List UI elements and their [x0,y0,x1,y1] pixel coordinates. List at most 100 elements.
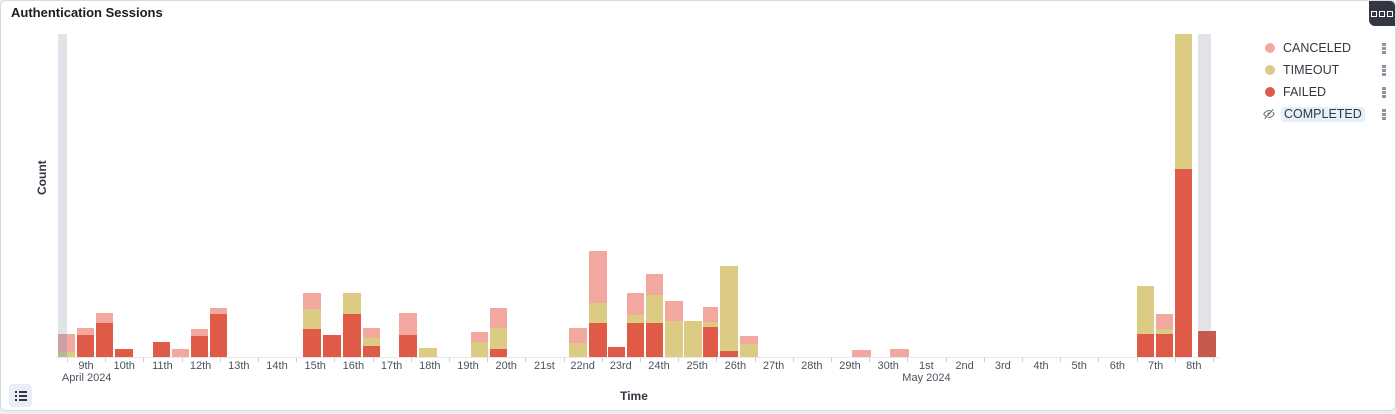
axis-label: 22nd [570,360,595,372]
legend-toggle-button[interactable] [9,384,32,407]
axis-label: 10th [113,360,135,372]
bar-segment-failed[interactable] [343,314,361,357]
bar-segment-canceled[interactable] [703,307,718,322]
bar-segment-timeout[interactable] [569,343,587,357]
legend-item-actions-button[interactable] [1379,107,1389,122]
bar-segment-canceled[interactable] [191,329,208,336]
bar-segment-canceled[interactable] [1156,314,1173,329]
bar-segment-timeout[interactable] [363,338,380,346]
bar-segment-timeout[interactable] [1175,34,1192,169]
bar-segment-timeout[interactable] [703,322,718,327]
bar-segment-canceled[interactable] [665,301,683,321]
bar-segment-failed[interactable] [608,347,625,357]
bar-segment-failed[interactable] [490,349,507,357]
bar-segment-failed[interactable] [153,342,170,357]
bar-segment-canceled[interactable] [172,349,189,357]
bar-segment-failed[interactable] [96,323,113,357]
bar-segment-failed[interactable] [399,335,417,357]
bar-segment-canceled[interactable] [646,274,663,295]
axis-label: 28th [801,360,823,372]
axis-tick [754,358,756,362]
bar-segment-canceled[interactable] [589,251,607,303]
axis-secondary-label: May 2024 [902,372,951,384]
axis-tick [1021,358,1023,362]
bar-segment-canceled[interactable] [210,308,227,314]
bar-segment-failed[interactable] [589,323,607,357]
bar-segment-timeout[interactable] [58,352,75,357]
bar-segment-timeout[interactable] [303,309,321,329]
bar-segment-failed[interactable] [1156,334,1173,357]
bar-segment-failed[interactable] [191,336,208,357]
axis-tick [1136,358,1138,362]
bar-segment-canceled[interactable] [399,313,417,335]
bar-segment-failed[interactable] [323,335,341,357]
axis-tick [487,358,489,362]
legend-item-label: TIMEOUT [1283,62,1340,77]
axis-label: 3rd [994,360,1011,372]
bar-segment-timeout[interactable] [720,266,738,351]
bar-segment-timeout[interactable] [343,293,361,314]
bar-segment-canceled[interactable] [363,328,380,338]
bar-segment-failed[interactable] [363,346,380,357]
bar-segment-timeout[interactable] [419,348,437,357]
bar-segment-timeout[interactable] [1137,286,1154,334]
legend-item-actions-button[interactable] [1379,85,1389,100]
axis-tick [105,358,107,362]
axis-tick [563,358,565,362]
bar-segment-failed[interactable] [1137,334,1154,357]
bar-segment-canceled[interactable] [96,313,113,323]
legend-item-actions-button[interactable] [1379,41,1389,56]
axis-label: 19th [457,360,479,372]
bar-segment-timeout[interactable] [1156,329,1173,334]
bar-segment-failed[interactable] [646,323,663,357]
bar-segment-failed[interactable] [77,335,94,357]
axis-label: 2nd [955,360,974,372]
legend-item-completed[interactable]: COMPLETED [1257,103,1389,125]
bar-segment-failed[interactable] [303,329,321,357]
axis-label: 7th [1147,360,1164,372]
bar-segment-canceled[interactable] [490,308,507,328]
bar-segment-canceled[interactable] [303,293,321,309]
bar-segment-canceled[interactable] [77,328,94,335]
bar-segment-canceled[interactable] [890,349,909,357]
bar-segment-timeout[interactable] [627,315,644,323]
bar-segment-canceled[interactable] [471,332,488,342]
legend-item-timeout[interactable]: TIMEOUT [1257,59,1389,81]
axis-tick [525,358,527,362]
bar-segment-failed[interactable] [210,314,227,357]
axis-label: 27th [762,360,785,372]
bar-segment-failed[interactable] [115,349,133,357]
axis-tick [448,358,450,362]
axis-label: 20th [495,360,517,372]
legend-item-failed[interactable]: FAILED [1257,81,1389,103]
bar-segment-timeout[interactable] [665,321,683,357]
bar-segment-failed[interactable] [703,327,718,357]
axis-tick [372,358,374,362]
axis-label: 21st [533,360,555,372]
legend-item-canceled[interactable]: CANCELED [1257,37,1389,59]
bar-segment-canceled[interactable] [852,350,871,357]
bar-segment-timeout[interactable] [589,303,607,323]
bar-segment-canceled[interactable] [740,336,758,344]
bar-segment-canceled[interactable] [58,334,75,352]
axis-label: 13th [228,360,250,372]
x-axis-line [56,357,1219,358]
bar-segment-timeout[interactable] [684,321,702,357]
bar-segment-timeout[interactable] [740,344,758,357]
bar-segment-failed[interactable] [627,323,644,357]
bar-segment-failed[interactable] [1175,169,1192,357]
bar-segment-failed[interactable] [1198,331,1216,357]
legend-item-actions-button[interactable] [1379,63,1389,78]
axis-tick [296,358,298,362]
bar-segment-timeout[interactable] [490,328,507,349]
bar-segment-failed[interactable] [720,351,738,357]
axis-label: 16th [342,360,365,372]
bar-segment-timeout[interactable] [646,295,663,323]
panel-options-button[interactable] [1369,1,1395,26]
bar-segment-canceled[interactable] [569,328,587,343]
axis-label: 23rd [609,360,632,372]
axis-tick [907,358,909,362]
bar-segment-timeout[interactable] [471,342,488,357]
bar-segment-canceled[interactable] [627,293,644,315]
